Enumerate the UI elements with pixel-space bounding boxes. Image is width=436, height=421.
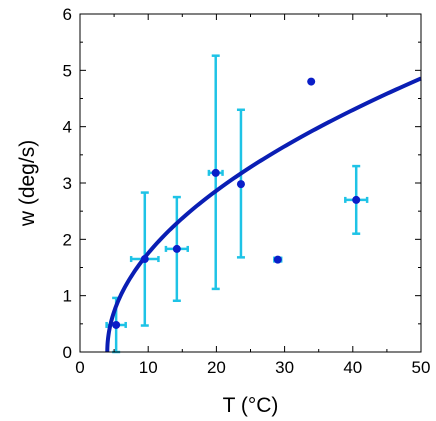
error-bars <box>105 54 369 354</box>
y-tick-label: 2 <box>63 230 72 249</box>
data-point <box>273 255 282 264</box>
data-point <box>352 195 361 204</box>
y-tick-label: 6 <box>63 5 72 24</box>
y-tick-label: 0 <box>63 343 72 362</box>
y-axis-label: w (deg/s) <box>16 140 39 227</box>
plot-frame <box>79 13 422 353</box>
x-tick-label: 50 <box>412 358 431 377</box>
data-point <box>112 320 121 329</box>
y-tick-label: 3 <box>63 174 72 193</box>
data-point <box>211 168 220 177</box>
x-tick-label: 40 <box>343 358 362 377</box>
data-point <box>307 77 316 86</box>
y-axis-ticks: 0 1 2 3 4 5 6 <box>63 5 421 362</box>
fit-curve <box>105 76 422 353</box>
x-axis-ticks: 0 10 20 30 40 50 <box>75 14 430 377</box>
x-tick-label: 20 <box>207 358 226 377</box>
y-tick-label: 5 <box>63 61 72 80</box>
x-tick-label: 10 <box>139 358 158 377</box>
data-point <box>172 244 181 253</box>
x-axis-label: T (°C) <box>223 394 279 417</box>
y-tick-label: 1 <box>63 287 72 306</box>
data-point <box>140 255 149 264</box>
data-points <box>112 77 361 329</box>
x-tick-label: 0 <box>75 358 84 377</box>
data-point <box>236 180 245 189</box>
y-tick-label: 4 <box>63 118 72 137</box>
x-tick-label: 30 <box>275 358 294 377</box>
